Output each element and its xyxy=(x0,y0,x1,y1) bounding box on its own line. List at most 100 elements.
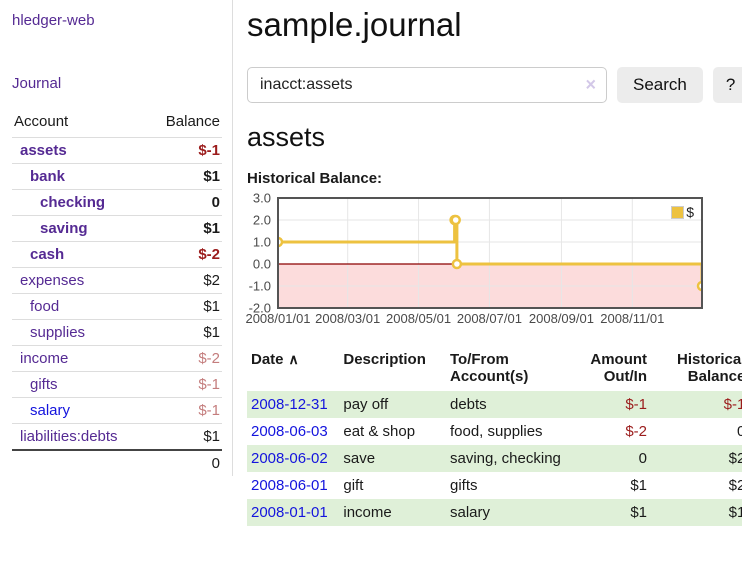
search-button[interactable]: Search xyxy=(617,67,703,103)
app-title-link[interactable]: hledger-web xyxy=(12,12,95,29)
y-tick-label: 1.0 xyxy=(252,234,271,250)
register-header-date[interactable]: Date ∧ xyxy=(247,347,343,391)
accounts-total-row: 0 xyxy=(12,449,222,476)
chart-legend: $ xyxy=(671,204,694,220)
transaction-row[interactable]: 2008-01-01 income salary $1 $1 xyxy=(247,499,742,526)
accounts-table: Account Balance assets $-1 xyxy=(12,110,222,476)
brand: hledger-web xyxy=(12,12,222,29)
register-table: Date ∧ Description To/From Account(s) Amo… xyxy=(247,347,742,526)
y-tick-label: 0.0 xyxy=(252,256,271,272)
transaction-date-link[interactable]: 2008-06-03 xyxy=(251,423,328,440)
account-balance: $2 xyxy=(203,272,220,289)
account-link[interactable]: expenses xyxy=(20,272,85,289)
x-tick-label: 2008/09/01 xyxy=(528,311,594,326)
register-header-description: Description xyxy=(343,351,426,368)
journal-link[interactable]: Journal xyxy=(12,75,62,92)
transaction-accounts: gifts xyxy=(449,477,478,494)
account-row: gifts $-1 xyxy=(12,371,222,398)
transaction-row[interactable]: 2008-06-02 save saving, checking 0 $2 xyxy=(247,445,742,472)
transaction-row[interactable]: 2008-12-31 pay off debts $-1 $-1 xyxy=(247,391,742,418)
account-heading: assets xyxy=(247,122,326,152)
account-row: food $1 xyxy=(12,293,222,320)
transaction-description: pay off xyxy=(343,396,389,413)
transaction-description: gift xyxy=(343,477,364,494)
account-row: checking 0 xyxy=(12,189,222,216)
accounts-total: 0 xyxy=(148,449,222,476)
x-tick-label: 2008/01/01 xyxy=(245,311,311,326)
y-tick-label: 3.0 xyxy=(252,190,271,206)
y-tick-label: 2.0 xyxy=(252,212,271,228)
account-row: income $-2 xyxy=(12,345,222,372)
x-tick-label: 2008/07/01 xyxy=(456,311,522,326)
account-balance: $-1 xyxy=(198,376,220,393)
chart-plot-area xyxy=(277,197,703,309)
transaction-amount: $-2 xyxy=(625,423,648,440)
account-link[interactable]: liabilities:debts xyxy=(20,428,118,445)
y-tick-label: -1.0 xyxy=(248,278,271,294)
sidebar: hledger-web Journal Account Balance asse… xyxy=(0,0,233,476)
register-header-balance: Historical Balance xyxy=(676,351,742,385)
transaction-date-link[interactable]: 2008-01-01 xyxy=(251,504,328,521)
accounts-header-account: Account xyxy=(12,110,149,138)
transaction-accounts: saving, checking xyxy=(449,450,561,467)
app: hledger-web Journal Account Balance asse… xyxy=(0,0,742,526)
transaction-accounts: debts xyxy=(449,396,487,413)
chart-y-axis: 3.0 2.0 1.0 0.0 -1.0 -2.0 xyxy=(247,191,273,316)
transaction-description: save xyxy=(343,450,376,467)
account-balance: $-2 xyxy=(198,350,220,367)
transaction-accounts: food, supplies xyxy=(449,423,543,440)
account-balance: $1 xyxy=(203,324,220,341)
account-row: salary $-1 xyxy=(12,397,222,424)
transaction-balance: $2 xyxy=(728,477,742,494)
date-header-label: Date xyxy=(251,351,284,368)
chart-x-axis: 2008/01/01 2008/03/01 2008/05/01 2008/07/01… xyxy=(245,311,703,329)
account-link[interactable]: food xyxy=(30,298,60,315)
account-row: assets $-1 xyxy=(12,138,222,164)
account-link[interactable]: cash xyxy=(30,246,65,263)
account-link[interactable]: checking xyxy=(40,194,106,211)
account-link[interactable]: saving xyxy=(40,220,88,237)
x-tick-label: 2008/05/01 xyxy=(386,311,452,326)
account-balance: $1 xyxy=(203,428,220,445)
journal-nav: Journal xyxy=(12,75,222,92)
account-link[interactable]: income xyxy=(20,350,69,367)
account-link[interactable]: gifts xyxy=(30,376,58,393)
transaction-accounts: salary xyxy=(449,504,490,521)
account-row: expenses $2 xyxy=(12,267,222,294)
account-balance: $-2 xyxy=(198,246,220,263)
historical-balance-chart[interactable]: 3.0 2.0 1.0 0.0 -1.0 -2.0 2008/01/01 2008/03/0… xyxy=(245,191,703,333)
main-content: sample.journal × Search ? assets Histori… xyxy=(233,0,742,526)
account-link[interactable]: salary xyxy=(30,402,71,419)
transaction-date-link[interactable]: 2008-06-02 xyxy=(251,450,328,467)
account-balance: $1 xyxy=(203,298,220,315)
search-input[interactable] xyxy=(247,67,607,103)
transaction-amount: $1 xyxy=(630,477,648,494)
legend-label: $ xyxy=(686,204,694,220)
transaction-balance: $-1 xyxy=(723,396,742,413)
register-header-accounts: To/From Account(s) xyxy=(449,351,529,385)
clear-search-icon[interactable]: × xyxy=(585,74,596,95)
transaction-row[interactable]: 2008-06-01 gift gifts $1 $2 xyxy=(247,472,742,499)
transaction-date-link[interactable]: 2008-06-01 xyxy=(251,477,328,494)
transaction-balance: $2 xyxy=(728,450,742,467)
search-form: × Search ? xyxy=(247,67,742,103)
transaction-description: income xyxy=(343,504,392,521)
account-row: cash $-2 xyxy=(12,241,222,268)
x-tick-label: 2008/03/01 xyxy=(315,311,381,326)
account-balance: $1 xyxy=(203,220,220,237)
account-row: supplies $1 xyxy=(12,319,222,346)
account-balance: $-1 xyxy=(198,142,220,159)
transaction-amount: 0 xyxy=(638,450,648,467)
register-header-row: Date ∧ Description To/From Account(s) Amo… xyxy=(247,347,742,391)
transaction-date-link[interactable]: 2008-12-31 xyxy=(251,396,328,413)
y-tick-label: -2.0 xyxy=(248,300,271,316)
account-link[interactable]: assets xyxy=(20,142,67,159)
account-row: saving $1 xyxy=(12,215,222,242)
account-link[interactable]: bank xyxy=(30,168,66,185)
account-balance: $1 xyxy=(203,168,220,185)
transaction-row[interactable]: 2008-06-03 eat & shop food, supplies $-2… xyxy=(247,418,742,445)
account-link[interactable]: supplies xyxy=(30,324,86,341)
help-button[interactable]: ? xyxy=(712,67,742,103)
transaction-amount: $-1 xyxy=(625,396,648,413)
legend-swatch-icon xyxy=(671,205,685,219)
